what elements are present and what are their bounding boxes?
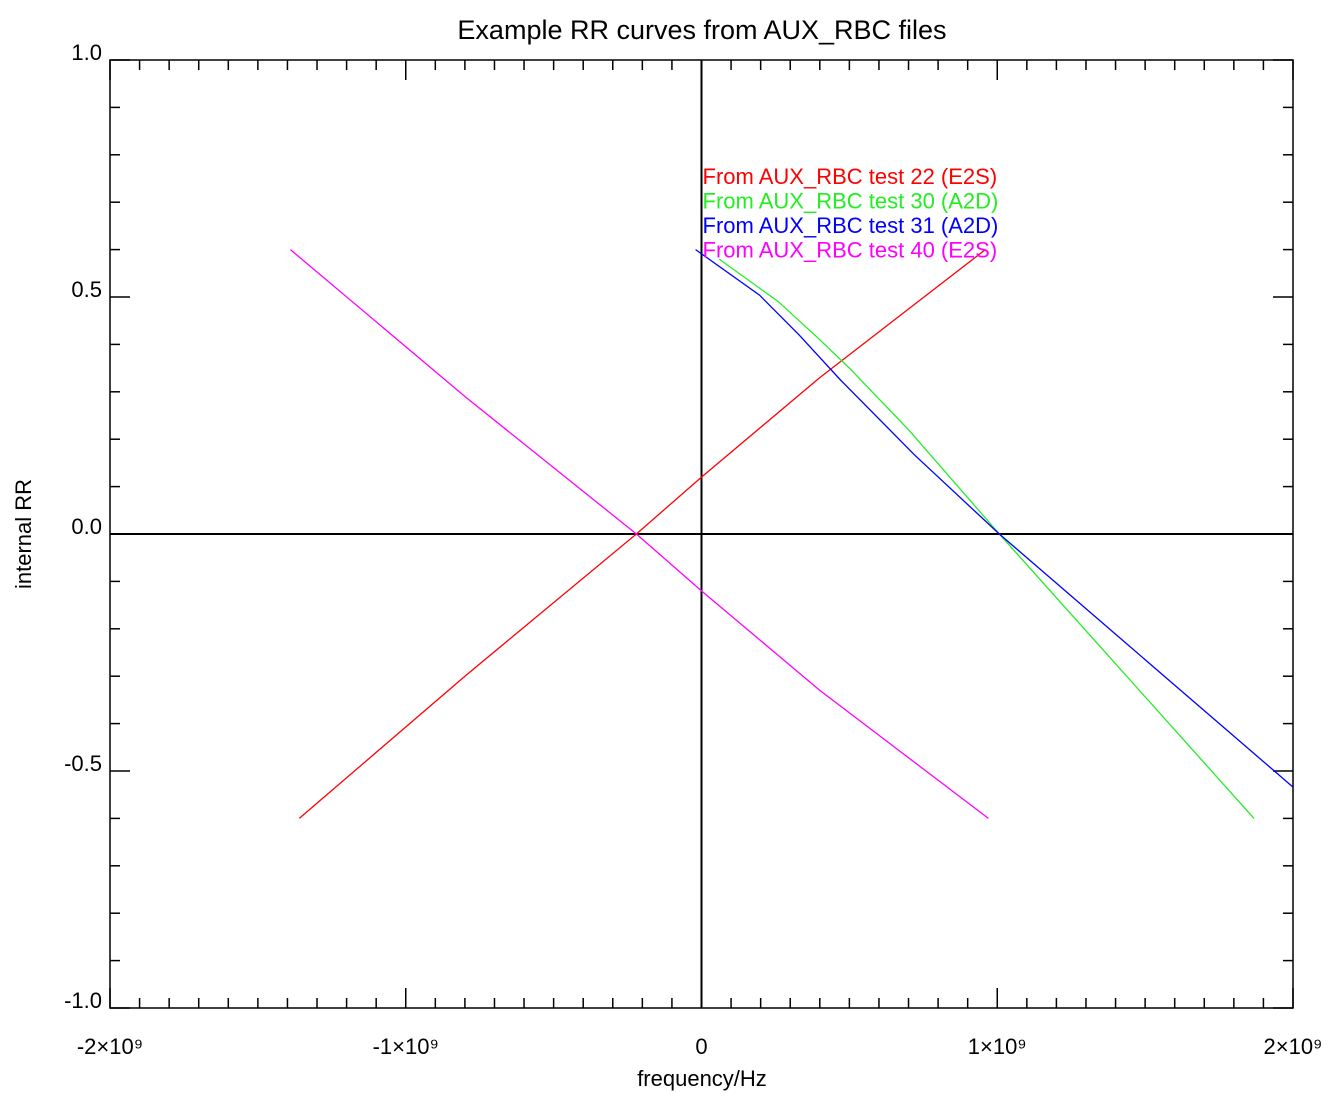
y-axis-label: internal RR (11, 479, 36, 589)
y-tick-label: -1.0 (64, 988, 102, 1013)
legend-entry: From AUX_RBC test 22 (E2S) (703, 164, 998, 189)
data-line (298, 249, 986, 819)
x-tick-label: -2×10⁹ (77, 1034, 143, 1059)
legend-entry: From AUX_RBC test 31 (A2D) (703, 213, 999, 238)
y-tick-label: 0.5 (71, 277, 102, 302)
legend-entry: From AUX_RBC test 40 (E2S) (703, 237, 998, 262)
x-tick-label: 1×10⁹ (968, 1034, 1027, 1059)
chart-title: Example RR curves from AUX_RBC files (457, 15, 946, 45)
data-line (718, 258, 1255, 819)
x-tick-label: -1×10⁹ (373, 1034, 439, 1059)
y-tick-label: 1.0 (71, 40, 102, 65)
y-tick-label: -0.5 (64, 751, 102, 776)
y-tick-label: 0.0 (71, 514, 102, 539)
x-tick-label: 0 (695, 1034, 707, 1059)
x-tick-label: 2×10⁹ (1264, 1034, 1323, 1059)
legend-entry: From AUX_RBC test 30 (A2D) (703, 188, 999, 213)
data-line (695, 249, 1294, 788)
data-line (289, 249, 989, 819)
x-axis-label: frequency/Hz (637, 1066, 767, 1091)
